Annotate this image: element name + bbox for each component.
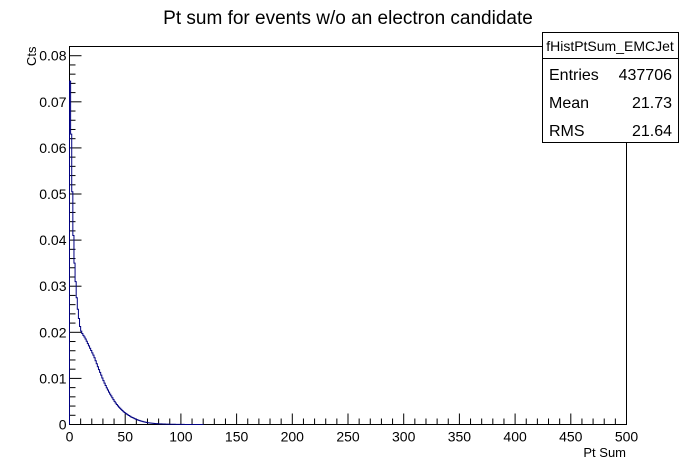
stats-rms-value: 21.64 (632, 123, 672, 140)
y-tick-label: 0.01 (39, 370, 66, 386)
x-tick-label: 200 (281, 429, 305, 445)
x-tick-label: 150 (225, 429, 249, 445)
y-axis-label: Cts (24, 46, 39, 66)
stats-rms-label: RMS (549, 123, 585, 140)
x-tick-label: 100 (169, 429, 193, 445)
x-tick-label: 400 (503, 429, 527, 445)
stats-box: fHistPtSum_EMCJet Entries 437706 Mean 21… (542, 32, 679, 143)
x-axis: 0 50 100 150 200 250 300 350 400 450 500 (66, 413, 639, 445)
x-tick-label: 50 (117, 429, 133, 445)
stats-mean-value: 21.73 (632, 95, 672, 112)
y-tick-label: 0.05 (39, 186, 66, 202)
x-tick-label: 450 (559, 429, 583, 445)
x-axis-label: Pt Sum (583, 445, 626, 460)
x-tick-label: 350 (448, 429, 472, 445)
histogram-line (69, 80, 204, 425)
y-tick-label: 0 (59, 417, 67, 433)
stats-mean-label: Mean (549, 95, 589, 112)
x-tick-label: 500 (615, 429, 639, 445)
x-tick-label: 250 (336, 429, 360, 445)
x-tick-label: 0 (66, 429, 74, 445)
x-tick-label: 300 (392, 429, 416, 445)
stats-entries-label: Entries (549, 67, 599, 84)
stats-entries-value: 437706 (619, 67, 672, 84)
chart-title: Pt sum for events w/o an electron candid… (163, 8, 533, 29)
stats-name: fHistPtSum_EMCJet (546, 38, 674, 54)
histogram-series (69, 80, 204, 425)
y-tick-label: 0.03 (39, 278, 66, 294)
y-tick-label: 0.06 (39, 140, 66, 156)
y-tick-label: 0.07 (39, 94, 66, 110)
y-tick-label: 0.04 (39, 232, 66, 248)
y-tick-label: 0.08 (39, 48, 66, 64)
y-axis: 0 0.01 0.02 0.03 0.04 0.05 0.06 0.07 0.08 (39, 46, 82, 433)
y-tick-label: 0.02 (39, 324, 66, 340)
